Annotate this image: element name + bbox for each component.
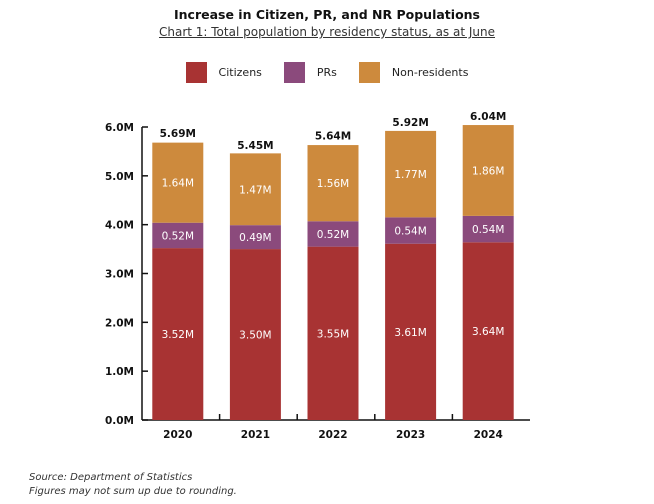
y-tick-label: 2.0M [105,317,134,329]
data-label: 3.61M [394,327,426,339]
legend-item-non-residents: Non-residents [358,62,469,83]
bar-segment-prs-2023 [385,217,437,244]
data-label: 1.47M [239,184,271,196]
y-tick-label: 0.0M [105,415,134,427]
bar-segment-citizens-2021 [229,249,281,420]
legend-label: Non-residents [391,66,469,79]
bar-segment-non-residents-2023 [385,130,437,218]
legend-swatch-non-residents [358,62,380,83]
bar-segment-citizens-2020 [152,248,204,420]
y-tick-label: 4.0M [105,220,134,232]
bar-segment-prs-2021 [229,225,281,250]
total-label: 5.92M [392,117,428,129]
x-tick-label: 2024 [474,429,503,441]
rounding-note: Figures may not sum up due to rounding. [29,486,237,497]
data-label: 1.86M [472,165,504,177]
bar-segment-citizens-2023 [385,243,437,420]
legend-item-prs: PRs [283,62,337,83]
x-tick-label: 2023 [396,429,425,441]
data-label: 1.77M [394,169,426,181]
legend: Citizens PRs Non-residents [0,62,654,83]
chart-subtitle: Chart 1: Total population by residency s… [158,25,495,39]
bar-segment-prs-2020 [152,222,204,249]
data-label: 0.49M [239,232,271,244]
data-label: 3.52M [162,329,194,341]
data-label: 0.54M [394,226,426,238]
y-tick-label: 1.0M [105,366,134,378]
data-label: 0.54M [472,224,504,236]
data-label: 3.50M [239,330,271,342]
legend-swatch-prs [283,62,305,83]
total-label: 5.69M [160,128,196,140]
bar-segment-non-residents-2020 [152,142,204,223]
bar-segment-citizens-2024 [462,242,514,420]
chart-title: Increase in Citizen, PR, and NR Populati… [173,7,480,22]
source-note: Source: Department of Statistics [29,472,193,483]
bar-segment-non-residents-2024 [462,125,514,216]
legend-swatch-citizens [185,62,207,83]
y-tick-label: 6.0M [105,122,134,134]
bar-segment-prs-2024 [462,215,514,243]
bar-segment-non-residents-2021 [229,153,281,226]
total-label: 6.04M [470,111,506,123]
bar-segment-citizens-2022 [307,246,359,420]
data-label: 0.52M [162,230,194,242]
total-label: 5.64M [315,131,351,143]
bar-segment-prs-2022 [307,221,359,247]
legend-label: PRs [316,66,337,79]
data-label: 0.52M [317,229,349,241]
y-tick-label: 5.0M [105,171,134,183]
x-tick-label: 2022 [318,429,347,441]
y-tick-label: 3.0M [105,269,134,281]
x-tick-label: 2020 [163,429,192,441]
data-label: 3.55M [317,328,349,340]
data-label: 1.56M [317,178,349,190]
bar-segment-non-residents-2022 [307,145,359,222]
x-tick-label: 2021 [241,429,270,441]
legend-label: Citizens [218,66,262,79]
legend-item-citizens: Citizens [185,62,262,83]
data-label: 1.64M [162,178,194,190]
total-label: 5.45M [237,140,273,152]
data-label: 3.64M [472,326,504,338]
